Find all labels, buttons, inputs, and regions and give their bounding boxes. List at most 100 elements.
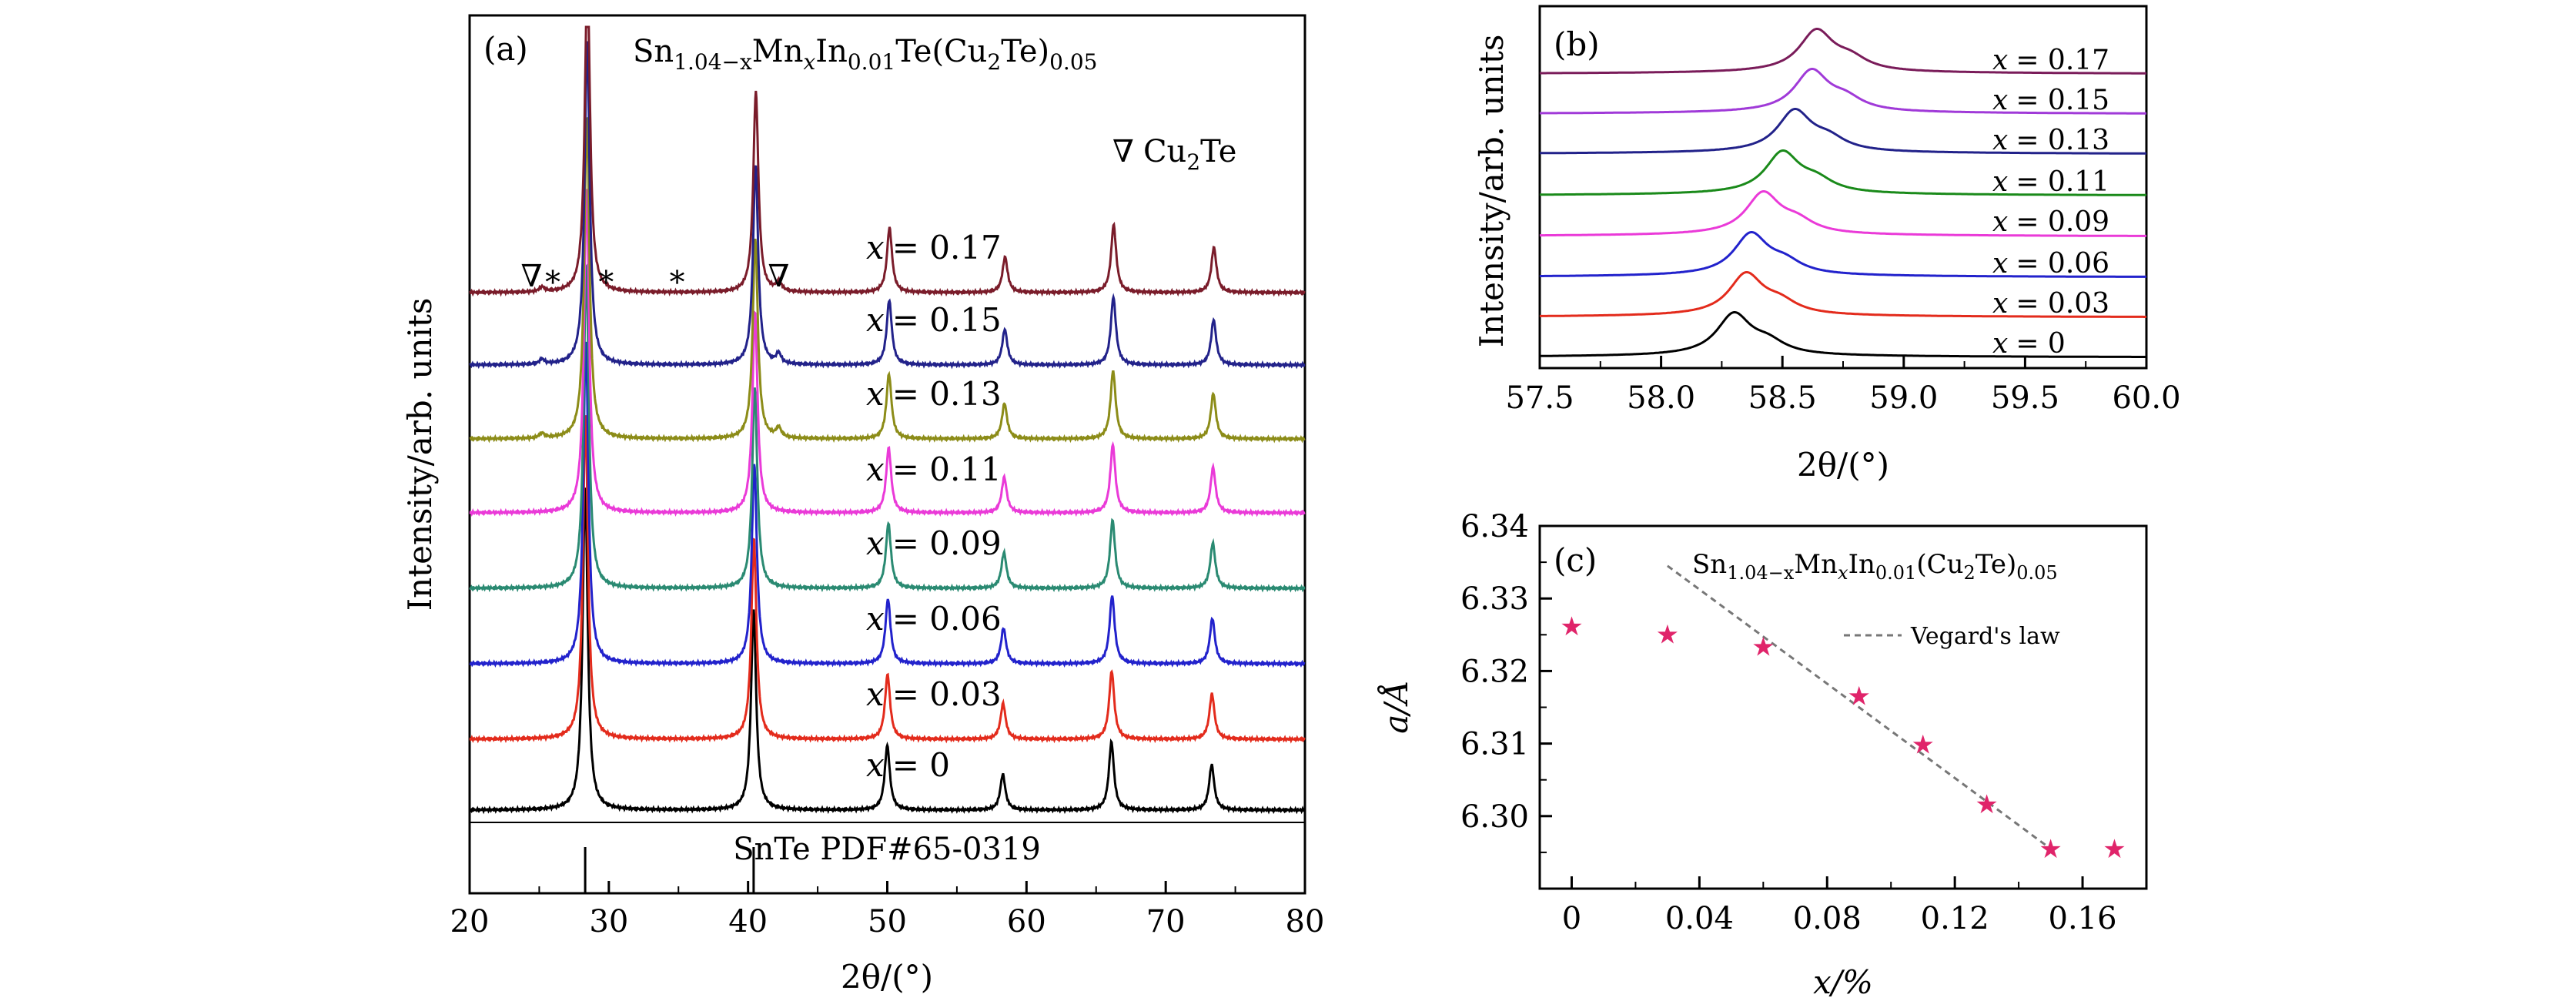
c-x-tick-label-0: 0 <box>1562 901 1581 936</box>
panel-b-y-axis-title: Intensity/arb. units <box>1473 35 1510 348</box>
curve-label-1: x = 0.03 <box>866 675 1002 713</box>
peak-label-6-var: x <box>1992 85 2008 116</box>
xrd-curve-3 <box>469 263 1306 593</box>
data-point-5: ★ <box>1975 789 1998 820</box>
panel-c-legend-label: Vegard's law <box>1910 623 2060 650</box>
xrd-curve-1 <box>469 415 1306 744</box>
peak-label-6: x = 0.15 <box>1992 85 2109 116</box>
peak-label-2-value: = 0.06 <box>2016 248 2109 280</box>
panel-b-curve-labels: x = 0x = 0.03x = 0.06x = 0.09x = 0.11x = 0.13x… <box>1992 45 2109 360</box>
peak-curve-5 <box>1539 108 2146 155</box>
peak-curve-4 <box>1540 149 2146 196</box>
peak-label-3-value: = 0.09 <box>2016 206 2109 238</box>
peak-label-0-value: = 0 <box>2016 328 2066 360</box>
peak-label-3: x = 0.09 <box>1992 206 2109 238</box>
panel-c-data-points: ★ ★ ★ ★ ★ ★ ★ ★ <box>1560 611 2126 865</box>
xrd-curve-6 <box>469 41 1306 370</box>
curve-label-2-var: x <box>866 600 885 638</box>
panel-a-curve-labels: x = 0x = 0.03x = 0.06x = 0.09x = 0.11x = 0.13x… <box>866 229 1002 784</box>
c-y-tick-label-0: 6.30 <box>1460 799 1529 835</box>
peak-label-5-var: x <box>1992 125 2008 156</box>
xrd-curve-2 <box>469 341 1306 668</box>
x-tick-label-0: 20 <box>450 904 490 939</box>
panel-a-label: (a) <box>483 30 528 68</box>
xrd-curve-4 <box>469 189 1306 517</box>
peak-label-5: x = 0.13 <box>1992 125 2109 156</box>
curve-label-0: x = 0 <box>866 746 950 784</box>
vegard-fit-line <box>1667 564 2052 850</box>
panel-b-curves <box>1539 28 2146 358</box>
data-point-4: ★ <box>1911 730 1934 761</box>
b-x-tick-label-4: 59.5 <box>1991 380 2059 416</box>
peak-curve-6 <box>1540 68 2146 115</box>
curve-label-0-value: = 0 <box>892 746 950 784</box>
panel-a-reference-label: SnTe PDF#65-0319 <box>733 832 1041 867</box>
b-x-tick-label-2: 58.5 <box>1748 380 1817 416</box>
peak-label-0-var: x <box>1992 328 2008 360</box>
b-x-tick-label-0: 57.5 <box>1505 380 1574 416</box>
data-point-1: ★ <box>1656 619 1679 650</box>
c-y-tick-label-2: 6.32 <box>1460 654 1529 689</box>
curve-label-4-value: = 0.11 <box>892 450 1002 488</box>
peak-label-2: x = 0.06 <box>1992 248 2109 280</box>
curve-label-7: x = 0.17 <box>866 229 1002 266</box>
panel-b-x-axis-title: 2θ/(°) <box>1797 446 1889 484</box>
panel-a-cu2te-legend: ∇ Cu2Te <box>1112 134 1236 175</box>
curve-label-4: x = 0.11 <box>866 450 1002 488</box>
peak-label-7-var: x <box>1992 45 2008 76</box>
peak-curve-0 <box>1540 311 2146 358</box>
curve-label-5-value: = 0.13 <box>892 375 1002 413</box>
peak-label-0: x = 0 <box>1992 328 2066 360</box>
peak-label-4-value: = 0.11 <box>2016 166 2109 198</box>
x-tick-label-6: 80 <box>1286 904 1325 939</box>
peak-label-7-value: = 0.17 <box>2016 45 2109 76</box>
peak-label-4: x = 0.11 <box>1992 166 2109 198</box>
curve-label-0-var: x <box>866 746 885 784</box>
c-x-tick-label-3: 0.12 <box>1921 901 1989 936</box>
peak-curve-7 <box>1540 28 2146 75</box>
panel-b-label: (b) <box>1554 25 1600 63</box>
impurity-mark-2: ∗ <box>667 259 687 294</box>
x-tick-label-4: 60 <box>1007 904 1046 939</box>
curve-label-6-var: x <box>866 301 885 339</box>
curve-label-1-var: x <box>866 675 885 713</box>
data-point-3: ★ <box>1847 681 1870 712</box>
panel-c-vegard-fit-line <box>1667 564 2052 850</box>
c-y-tick-label-3: 6.33 <box>1460 581 1529 617</box>
curve-label-2: x = 0.06 <box>866 600 1002 638</box>
curve-label-6: x = 0.15 <box>866 301 1002 339</box>
c-x-tick-label-2: 0.08 <box>1793 901 1862 936</box>
curve-label-3-var: x <box>866 524 885 562</box>
curve-label-7-var: x <box>866 229 885 266</box>
panel-c-label: (c) <box>1554 541 1597 579</box>
peak-label-1-value: = 0.03 <box>2016 288 2109 320</box>
panel-a-xrd-patterns: ∇∗ ∗ ∗ ∇ x = 0x = 0.03x = 0.06x = 0.09x = 0.11x =… <box>401 14 1325 996</box>
xrd-curve-5 <box>469 116 1306 444</box>
panel-a-reference-sticks <box>584 847 755 893</box>
panel-c-axes: 0 0.04 0.08 0.12 0.16 6.30 6.31 6.32 6.33 6.34 <box>1460 509 2117 936</box>
panel-a-x-axis: 20 30 40 50 60 70 80 <box>450 881 1325 939</box>
impurity-mark-0: ∇∗ <box>520 259 563 294</box>
data-point-7: ★ <box>2103 834 2126 865</box>
curve-label-5: x = 0.13 <box>866 375 1002 413</box>
c-y-tick-label-4: 6.34 <box>1460 509 1529 544</box>
peak-curve-3 <box>1540 190 2146 237</box>
peak-label-1: x = 0.03 <box>1992 288 2109 320</box>
curve-label-3: x = 0.09 <box>866 524 1002 562</box>
panel-a-curves <box>469 25 1306 815</box>
curve-label-6-value: = 0.15 <box>892 301 1002 339</box>
panel-c-title: Sn1.04−xMnxIn0.01(Cu2Te)0.05 <box>1692 549 2058 584</box>
panel-a-title: Sn1.04−xMnxIn0.01Te(Cu2Te)0.05 <box>633 34 1097 75</box>
peak-curve-1 <box>1540 271 2146 318</box>
panel-b-zoomed-peak: x = 0x = 0.03x = 0.06x = 0.09x = 0.11x = 0.13x… <box>1473 5 2181 484</box>
peak-label-3-var: x <box>1992 206 2008 238</box>
peak-label-7: x = 0.17 <box>1992 45 2109 76</box>
curve-label-7-value: = 0.17 <box>892 229 1002 266</box>
panel-b-x-axis: 57.5 58.0 58.5 59.0 59.5 60.0 <box>1505 356 2181 416</box>
curve-label-4-var: x <box>866 450 885 488</box>
c-x-tick-label-4: 0.16 <box>2049 901 2117 936</box>
panel-a-y-axis-title: Intensity/arb. units <box>401 298 439 611</box>
data-point-0: ★ <box>1560 611 1583 642</box>
curve-label-2-value: = 0.06 <box>892 600 1002 638</box>
